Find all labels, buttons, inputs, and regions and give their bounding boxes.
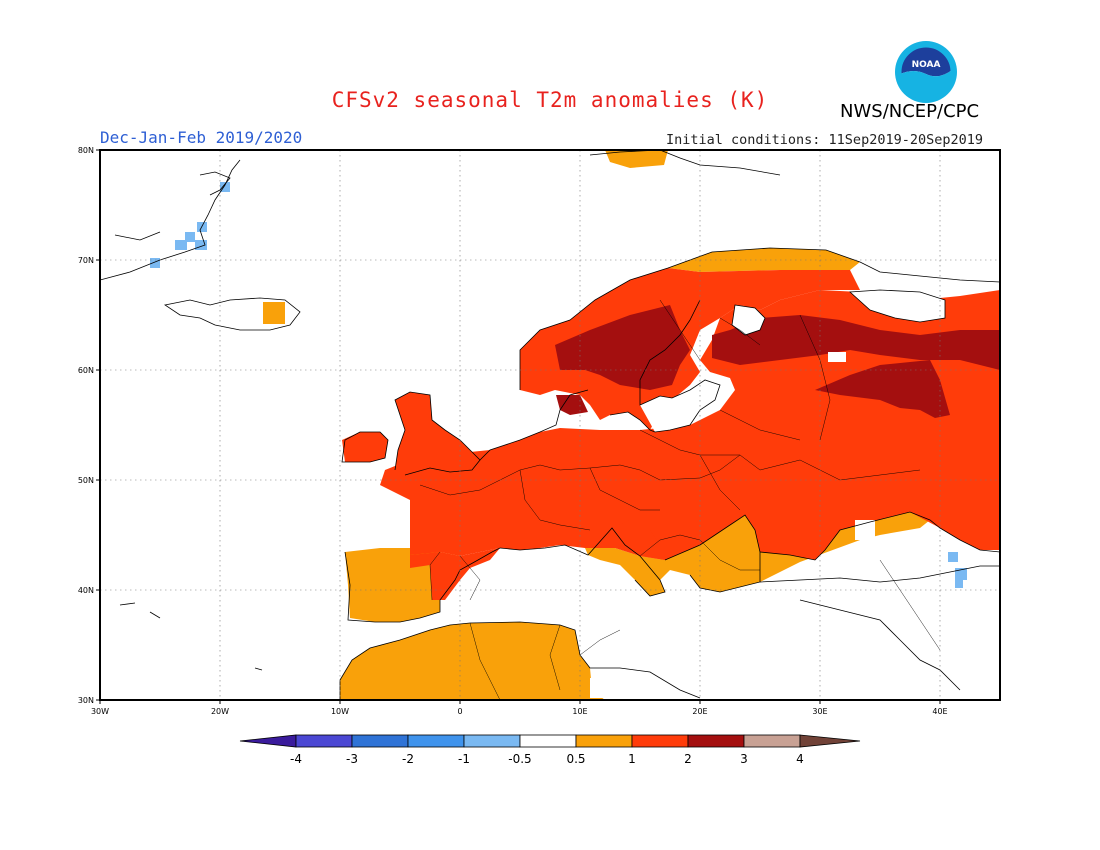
anomaly-region-orange-north xyxy=(668,248,860,272)
small-neutral-patch-3 xyxy=(590,678,610,698)
colorbar-labels: -4 -3 -2 -1 -0.5 0.5 1 2 3 4 xyxy=(290,752,804,766)
init-conditions-label: Initial conditions: 11Sep2019-20Sep2019 xyxy=(666,132,983,148)
lat-label: 50N xyxy=(78,476,94,485)
colorbar-segment xyxy=(239,734,297,748)
colorbar-segment xyxy=(631,734,689,748)
baltic-sea-neutral xyxy=(640,380,720,432)
anomaly-region-darkred-norway xyxy=(555,305,690,390)
lon-label: 10E xyxy=(572,707,587,716)
colorbar-label: -3 xyxy=(346,752,358,766)
colorbar-label: 1 xyxy=(628,752,636,766)
anomaly-region-orange-africa xyxy=(340,622,605,700)
colorbar-segment xyxy=(519,734,577,748)
colorbar-segment xyxy=(407,734,465,748)
colorbar-segment xyxy=(295,734,353,748)
lon-label: 20W xyxy=(211,707,229,716)
longitude-labels: 30W 20W 10W 0 10E 20E 30E 40E xyxy=(91,707,948,716)
colorbar-label: 4 xyxy=(796,752,804,766)
colorbar-label: 2 xyxy=(684,752,692,766)
lon-label: 30E xyxy=(812,707,827,716)
colorbar-segment xyxy=(687,734,745,748)
anomaly-region-red-scandinavia xyxy=(520,268,860,430)
colorbar-segment xyxy=(351,734,409,748)
graticule xyxy=(100,150,1000,700)
lat-label: 70N xyxy=(78,256,94,265)
latitude-labels: 80N 70N 60N 50N 40N 30N xyxy=(78,146,94,705)
chart-title: CFSv2 seasonal T2m anomalies (K) xyxy=(331,88,769,112)
colorbar-segment xyxy=(575,734,633,748)
lat-label: 30N xyxy=(78,696,94,705)
colorbar-label: 3 xyxy=(740,752,748,766)
map-area xyxy=(100,150,1000,700)
anomaly-region-orange-arctic xyxy=(605,150,668,168)
anomaly-region-orange-balkans xyxy=(585,512,930,596)
lon-label: 40E xyxy=(932,707,947,716)
colorbar-label: -0.5 xyxy=(508,752,531,766)
anomaly-region-darkred-russia-south xyxy=(815,360,950,418)
colorbar-label: -1 xyxy=(458,752,470,766)
lon-label: 20E xyxy=(692,707,707,716)
anomaly-region-red-italy xyxy=(612,520,665,560)
small-neutral-patch xyxy=(828,352,846,362)
season-label: Dec-Jan-Feb 2019/2020 xyxy=(100,128,303,147)
axis-ticks xyxy=(96,149,941,704)
agency-label: NWS/NCEP/CPC xyxy=(840,101,980,122)
colorbar-segment xyxy=(743,734,801,748)
white-sea-neutral xyxy=(732,305,765,335)
lon-label: 30W xyxy=(91,707,109,716)
lon-label: 0 xyxy=(457,707,462,716)
colorbar-segment xyxy=(799,734,861,748)
lat-label: 80N xyxy=(78,146,94,155)
svg-text:NOAA: NOAA xyxy=(912,60,941,70)
anomaly-region-red-iberia xyxy=(410,548,500,600)
colorbar xyxy=(239,734,861,748)
lat-label: 40N xyxy=(78,586,94,595)
anomaly-region-red-britain xyxy=(395,392,480,475)
noaa-logo: NOAA xyxy=(895,41,957,103)
anomaly-region-orange-iceland xyxy=(263,302,285,324)
coastlines xyxy=(100,150,1000,700)
colorbar-label: -2 xyxy=(402,752,414,766)
anomaly-region-darkred-russia-north xyxy=(712,315,1000,370)
lat-label: 60N xyxy=(78,366,94,375)
anomaly-region-red-ireland xyxy=(342,432,388,462)
colorbar-segment xyxy=(463,734,521,748)
colorbar-label: 0.5 xyxy=(566,752,585,766)
barents-coast-neutral xyxy=(850,290,945,322)
lon-label: 10W xyxy=(331,707,349,716)
map-frame xyxy=(99,149,1001,701)
colorbar-label: -4 xyxy=(290,752,302,766)
